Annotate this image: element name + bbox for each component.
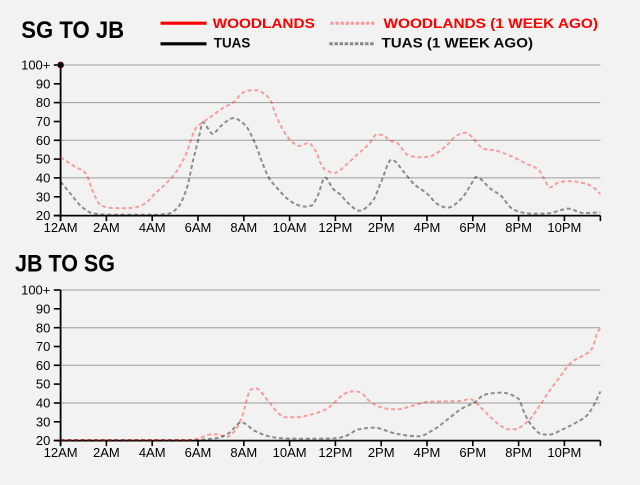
svg-text:30: 30 [36, 414, 50, 429]
svg-text:100+: 100+ [21, 283, 50, 298]
svg-text:80: 80 [36, 320, 50, 335]
svg-text:6PM: 6PM [459, 445, 486, 460]
svg-text:70: 70 [36, 339, 50, 354]
svg-text:90: 90 [36, 76, 50, 91]
svg-text:6PM: 6PM [459, 220, 486, 235]
svg-text:10PM: 10PM [547, 220, 581, 235]
svg-text:TUAS (1 WEEK AGO): TUAS (1 WEEK AGO) [382, 35, 534, 51]
svg-text:4AM: 4AM [139, 445, 166, 460]
svg-text:12AM: 12AM [44, 445, 78, 460]
svg-text:60: 60 [36, 133, 50, 148]
svg-text:50: 50 [36, 377, 50, 392]
svg-text:10PM: 10PM [547, 445, 581, 460]
svg-text:8AM: 8AM [230, 445, 257, 460]
svg-text:20: 20 [36, 208, 50, 223]
svg-text:12PM: 12PM [318, 445, 352, 460]
svg-text:100+: 100+ [21, 58, 50, 73]
svg-text:SG TO JB: SG TO JB [21, 17, 124, 44]
svg-text:8PM: 8PM [505, 220, 532, 235]
svg-text:12PM: 12PM [318, 220, 352, 235]
svg-text:4AM: 4AM [139, 220, 166, 235]
svg-text:30: 30 [36, 189, 50, 204]
svg-text:40: 40 [36, 171, 50, 186]
svg-text:12AM: 12AM [44, 220, 78, 235]
svg-text:2PM: 2PM [368, 220, 395, 235]
svg-text:JB TO SG: JB TO SG [15, 250, 115, 277]
svg-text:90: 90 [36, 301, 50, 316]
svg-text:2AM: 2AM [93, 445, 120, 460]
svg-text:6AM: 6AM [185, 220, 212, 235]
svg-text:4PM: 4PM [414, 220, 441, 235]
svg-text:4PM: 4PM [414, 445, 441, 460]
svg-text:70: 70 [36, 114, 50, 129]
svg-text:2PM: 2PM [368, 445, 395, 460]
svg-text:WOODLANDS: WOODLANDS [213, 15, 315, 31]
svg-text:80: 80 [36, 95, 50, 110]
svg-text:10AM: 10AM [273, 445, 307, 460]
svg-text:WOODLANDS (1 WEEK AGO): WOODLANDS (1 WEEK AGO) [384, 15, 599, 31]
svg-text:6AM: 6AM [185, 445, 212, 460]
svg-text:50: 50 [36, 152, 50, 167]
svg-text:8AM: 8AM [230, 220, 257, 235]
svg-text:60: 60 [36, 358, 50, 373]
svg-text:2AM: 2AM [93, 220, 120, 235]
svg-text:20: 20 [36, 433, 50, 448]
svg-text:8PM: 8PM [505, 445, 532, 460]
svg-text:TUAS: TUAS [214, 35, 251, 51]
svg-text:40: 40 [36, 396, 50, 411]
svg-text:10AM: 10AM [273, 220, 307, 235]
